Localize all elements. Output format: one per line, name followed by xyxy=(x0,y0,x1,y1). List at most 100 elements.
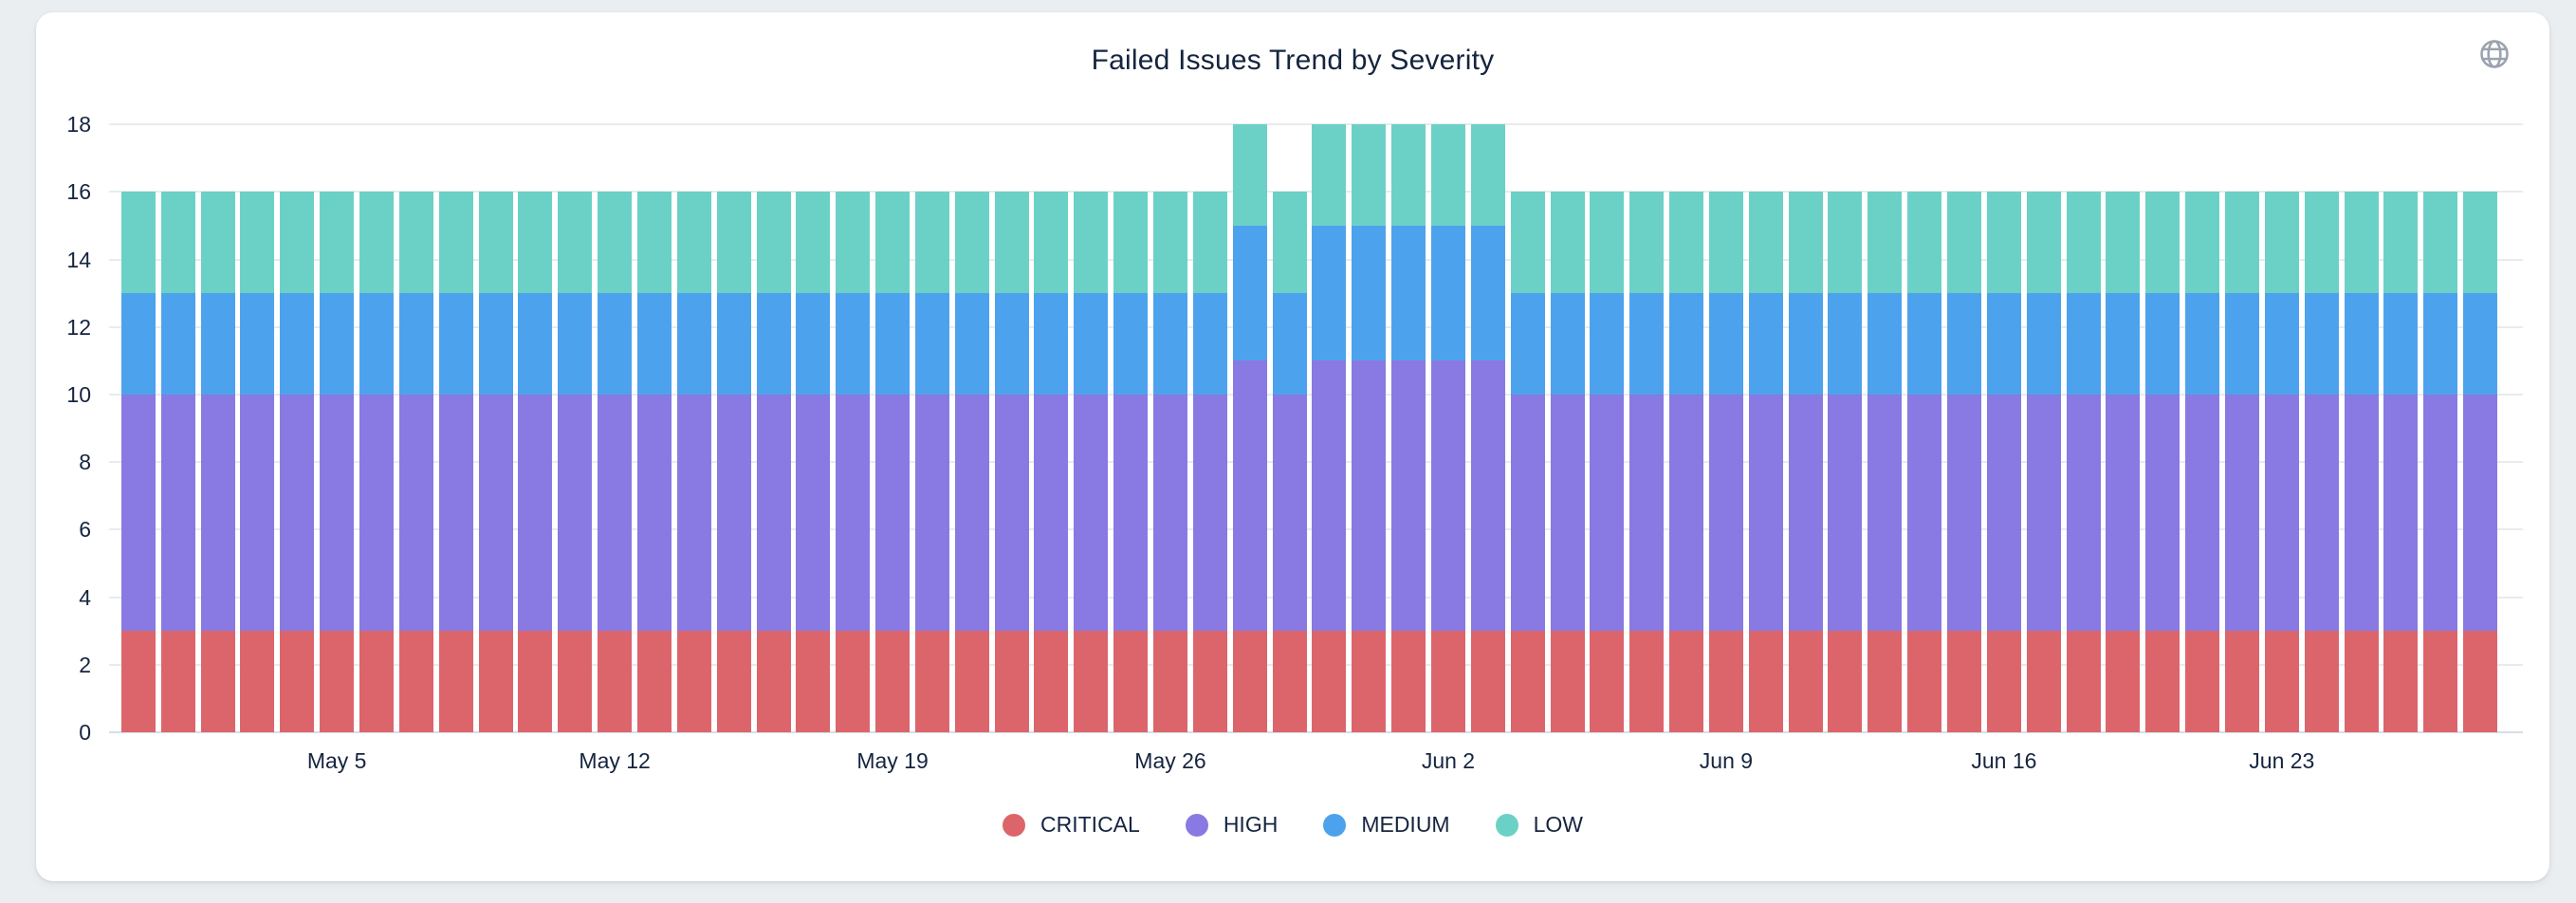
bar-segment-high[interactable] xyxy=(240,395,275,632)
bar-segment-critical[interactable] xyxy=(2026,631,2061,732)
bar-segment-medium[interactable] xyxy=(914,293,949,395)
bar-segment-critical[interactable] xyxy=(914,631,949,732)
bar-segment-high[interactable] xyxy=(914,395,949,632)
bar-segment-high[interactable] xyxy=(716,395,751,632)
bar-segment-low[interactable] xyxy=(438,192,473,294)
legend-item-high[interactable]: HIGH xyxy=(1185,812,1278,838)
bar-segment-high[interactable] xyxy=(478,395,513,632)
bar-segment-low[interactable] xyxy=(1034,192,1069,294)
bar-segment-low[interactable] xyxy=(1748,192,1783,294)
bar-segment-medium[interactable] xyxy=(836,293,871,395)
bar-segment-low[interactable] xyxy=(1352,124,1387,226)
bar-segment-medium[interactable] xyxy=(676,293,711,395)
bar-segment-low[interactable] xyxy=(1470,124,1505,226)
bar-segment-low[interactable] xyxy=(676,192,711,294)
bar-segment-low[interactable] xyxy=(1669,192,1704,294)
bar-segment-medium[interactable] xyxy=(1272,293,1307,395)
bar-segment-medium[interactable] xyxy=(2224,293,2259,395)
bar-segment-low[interactable] xyxy=(636,192,672,294)
bar-segment-critical[interactable] xyxy=(1192,631,1227,732)
bar-segment-high[interactable] xyxy=(598,395,633,632)
bar-segment-critical[interactable] xyxy=(1629,631,1665,732)
bar-segment-high[interactable] xyxy=(636,395,672,632)
bar-segment-critical[interactable] xyxy=(1868,631,1903,732)
bar-segment-critical[interactable] xyxy=(1669,631,1704,732)
bar-segment-high[interactable] xyxy=(2304,395,2339,632)
bar-segment-critical[interactable] xyxy=(1113,631,1149,732)
bar-segment-critical[interactable] xyxy=(1153,631,1188,732)
bar-segment-high[interactable] xyxy=(160,395,195,632)
bar-segment-critical[interactable] xyxy=(2106,631,2141,732)
bar-segment-low[interactable] xyxy=(1391,124,1426,226)
bar-segment-medium[interactable] xyxy=(2066,293,2101,395)
bar-segment-low[interactable] xyxy=(2383,192,2419,294)
bar-segment-critical[interactable] xyxy=(1907,631,1942,732)
bar-segment-low[interactable] xyxy=(1510,192,1545,294)
bar-segment-low[interactable] xyxy=(1708,192,1743,294)
bar-segment-high[interactable] xyxy=(2463,395,2498,632)
bar-segment-low[interactable] xyxy=(1907,192,1942,294)
bar-segment-low[interactable] xyxy=(2344,192,2379,294)
bar-segment-critical[interactable] xyxy=(1352,631,1387,732)
bar-segment-high[interactable] xyxy=(1708,395,1743,632)
bar-segment-high[interactable] xyxy=(1153,395,1188,632)
bar-segment-low[interactable] xyxy=(558,192,593,294)
bar-segment-high[interactable] xyxy=(1629,395,1665,632)
bar-segment-low[interactable] xyxy=(1312,124,1347,226)
bar-segment-medium[interactable] xyxy=(756,293,791,395)
bar-segment-low[interactable] xyxy=(2224,192,2259,294)
bar-segment-high[interactable] xyxy=(1470,360,1505,632)
bar-segment-medium[interactable] xyxy=(2304,293,2339,395)
bar-segment-critical[interactable] xyxy=(1430,631,1465,732)
bar-segment-high[interactable] xyxy=(518,395,553,632)
bar-segment-medium[interactable] xyxy=(398,293,433,395)
bar-segment-medium[interactable] xyxy=(280,293,315,395)
bar-segment-low[interactable] xyxy=(716,192,751,294)
bar-segment-low[interactable] xyxy=(875,192,911,294)
bar-segment-high[interactable] xyxy=(1232,360,1267,632)
bar-segment-critical[interactable] xyxy=(2264,631,2299,732)
bar-segment-high[interactable] xyxy=(1113,395,1149,632)
bar-segment-low[interactable] xyxy=(954,192,989,294)
bar-segment-high[interactable] xyxy=(1947,395,1982,632)
bar-segment-low[interactable] xyxy=(796,192,831,294)
bar-segment-medium[interactable] xyxy=(875,293,911,395)
bar-segment-high[interactable] xyxy=(875,395,911,632)
bar-segment-low[interactable] xyxy=(1430,124,1465,226)
bar-segment-critical[interactable] xyxy=(359,631,395,732)
bar-segment-medium[interactable] xyxy=(716,293,751,395)
bar-segment-medium[interactable] xyxy=(120,293,156,395)
bar-segment-medium[interactable] xyxy=(796,293,831,395)
bar-segment-low[interactable] xyxy=(280,192,315,294)
bar-segment-high[interactable] xyxy=(120,395,156,632)
bar-segment-medium[interactable] xyxy=(954,293,989,395)
bar-segment-high[interactable] xyxy=(2224,395,2259,632)
bar-segment-high[interactable] xyxy=(1907,395,1942,632)
bar-segment-high[interactable] xyxy=(1788,395,1823,632)
bar-segment-medium[interactable] xyxy=(1669,293,1704,395)
bar-segment-low[interactable] xyxy=(1272,192,1307,294)
bar-segment-medium[interactable] xyxy=(1629,293,1665,395)
bar-segment-medium[interactable] xyxy=(1470,226,1505,361)
bar-segment-high[interactable] xyxy=(2026,395,2061,632)
bar-segment-medium[interactable] xyxy=(438,293,473,395)
bar-segment-high[interactable] xyxy=(994,395,1029,632)
bar-segment-low[interactable] xyxy=(1192,192,1227,294)
bar-segment-low[interactable] xyxy=(1868,192,1903,294)
bar-segment-high[interactable] xyxy=(1748,395,1783,632)
bar-segment-critical[interactable] xyxy=(2383,631,2419,732)
bar-segment-low[interactable] xyxy=(2304,192,2339,294)
bar-segment-high[interactable] xyxy=(280,395,315,632)
bar-segment-high[interactable] xyxy=(2344,395,2379,632)
bar-segment-critical[interactable] xyxy=(716,631,751,732)
bar-segment-low[interactable] xyxy=(1828,192,1863,294)
bar-segment-critical[interactable] xyxy=(1312,631,1347,732)
bar-segment-medium[interactable] xyxy=(1947,293,1982,395)
bar-segment-medium[interactable] xyxy=(1430,226,1465,361)
bar-segment-critical[interactable] xyxy=(2066,631,2101,732)
bar-segment-critical[interactable] xyxy=(398,631,433,732)
bar-segment-low[interactable] xyxy=(1986,192,2021,294)
bar-segment-low[interactable] xyxy=(478,192,513,294)
bar-segment-medium[interactable] xyxy=(994,293,1029,395)
bar-segment-critical[interactable] xyxy=(636,631,672,732)
